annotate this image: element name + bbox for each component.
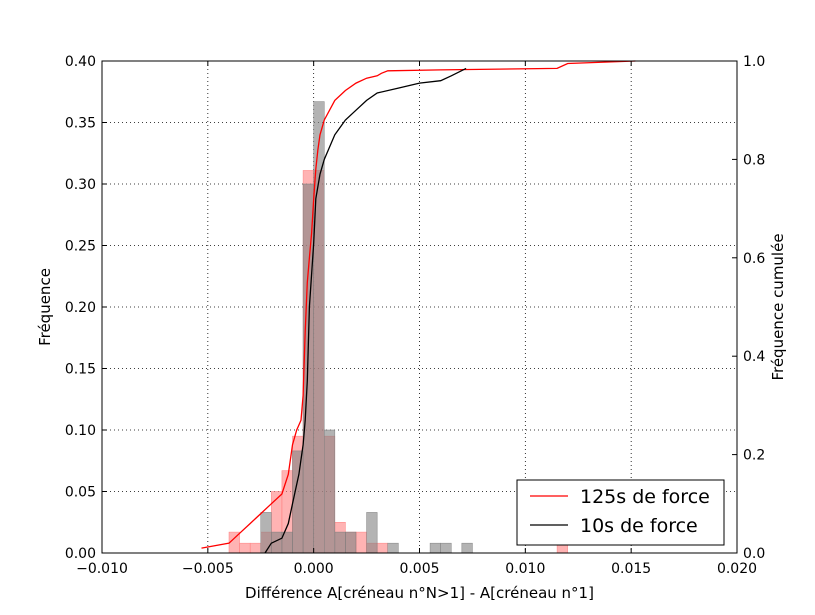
hist-bar-10s — [324, 429, 336, 554]
x-tick-label: 0.000 — [294, 561, 334, 577]
hist-bar-10s — [292, 450, 304, 554]
hist-bar-10s — [366, 512, 378, 554]
cumulative-line-125s — [201, 60, 636, 549]
x-tick-label: 0.020 — [717, 561, 757, 577]
x-tick-label: −0.010 — [76, 561, 128, 577]
y-tick-label-left: 0.40 — [65, 54, 96, 70]
y-tick-label-right: 0.2 — [743, 448, 765, 464]
x-tick-label: −0.005 — [182, 561, 234, 577]
y-tick-label-left: 0.00 — [65, 546, 96, 562]
y-tick-label-left: 0.35 — [65, 116, 96, 132]
axis-ticks: −0.010 −0.005 0.000 0.005 0.010 0.015 0.0200.0… — [65, 54, 766, 577]
y-axis-label-right: Fréquence cumulée — [769, 233, 787, 380]
y-tick-label-right: 1.0 — [743, 54, 765, 70]
y-tick-label-left: 0.20 — [65, 300, 96, 316]
y-tick-label-right: 0.8 — [743, 152, 765, 168]
cumulative-lines — [201, 60, 636, 554]
hist-bar-10s — [302, 183, 314, 554]
legend-label-125s: 125s de force — [580, 486, 710, 508]
y-tick-label-left: 0.25 — [65, 239, 96, 255]
hist-bar-10s — [345, 531, 357, 554]
hist-bar-10s — [334, 531, 346, 554]
y-tick-label-left: 0.15 — [65, 362, 96, 378]
y-axis-label-left: Fréquence — [36, 268, 54, 346]
x-axis-label: Différence A[créneau n°N>1] - A[créneau … — [245, 584, 594, 602]
legend-box — [516, 479, 725, 546]
hist-bar-10s — [387, 542, 399, 554]
x-tick-label: 0.015 — [611, 561, 651, 577]
hist-bar-125s — [376, 542, 388, 554]
y-tick-label-left: 0.30 — [65, 177, 96, 193]
x-tick-label: 0.010 — [505, 561, 545, 577]
y-tick-label-right: 0.4 — [743, 349, 765, 365]
hist-bar-10s — [429, 542, 441, 554]
legend: 125s de force 10s de force — [516, 479, 725, 546]
hist-bar-10s — [461, 542, 473, 554]
x-tick-label: 0.005 — [399, 561, 439, 577]
legend-label-10s: 10s de force — [580, 515, 698, 537]
y-tick-label-left: 0.05 — [65, 485, 96, 501]
hist-bar-10s — [260, 512, 272, 554]
hist-bar-125s — [355, 531, 367, 554]
hist-bar-125s — [239, 542, 251, 554]
y-tick-label-left: 0.10 — [65, 423, 96, 439]
cumulative-line-10s — [264, 67, 467, 554]
y-tick-label-right: 0.0 — [743, 546, 765, 562]
hist-bar-125s — [249, 542, 262, 554]
hist-bar-10s — [440, 542, 452, 554]
y-tick-label-right: 0.6 — [743, 251, 765, 267]
